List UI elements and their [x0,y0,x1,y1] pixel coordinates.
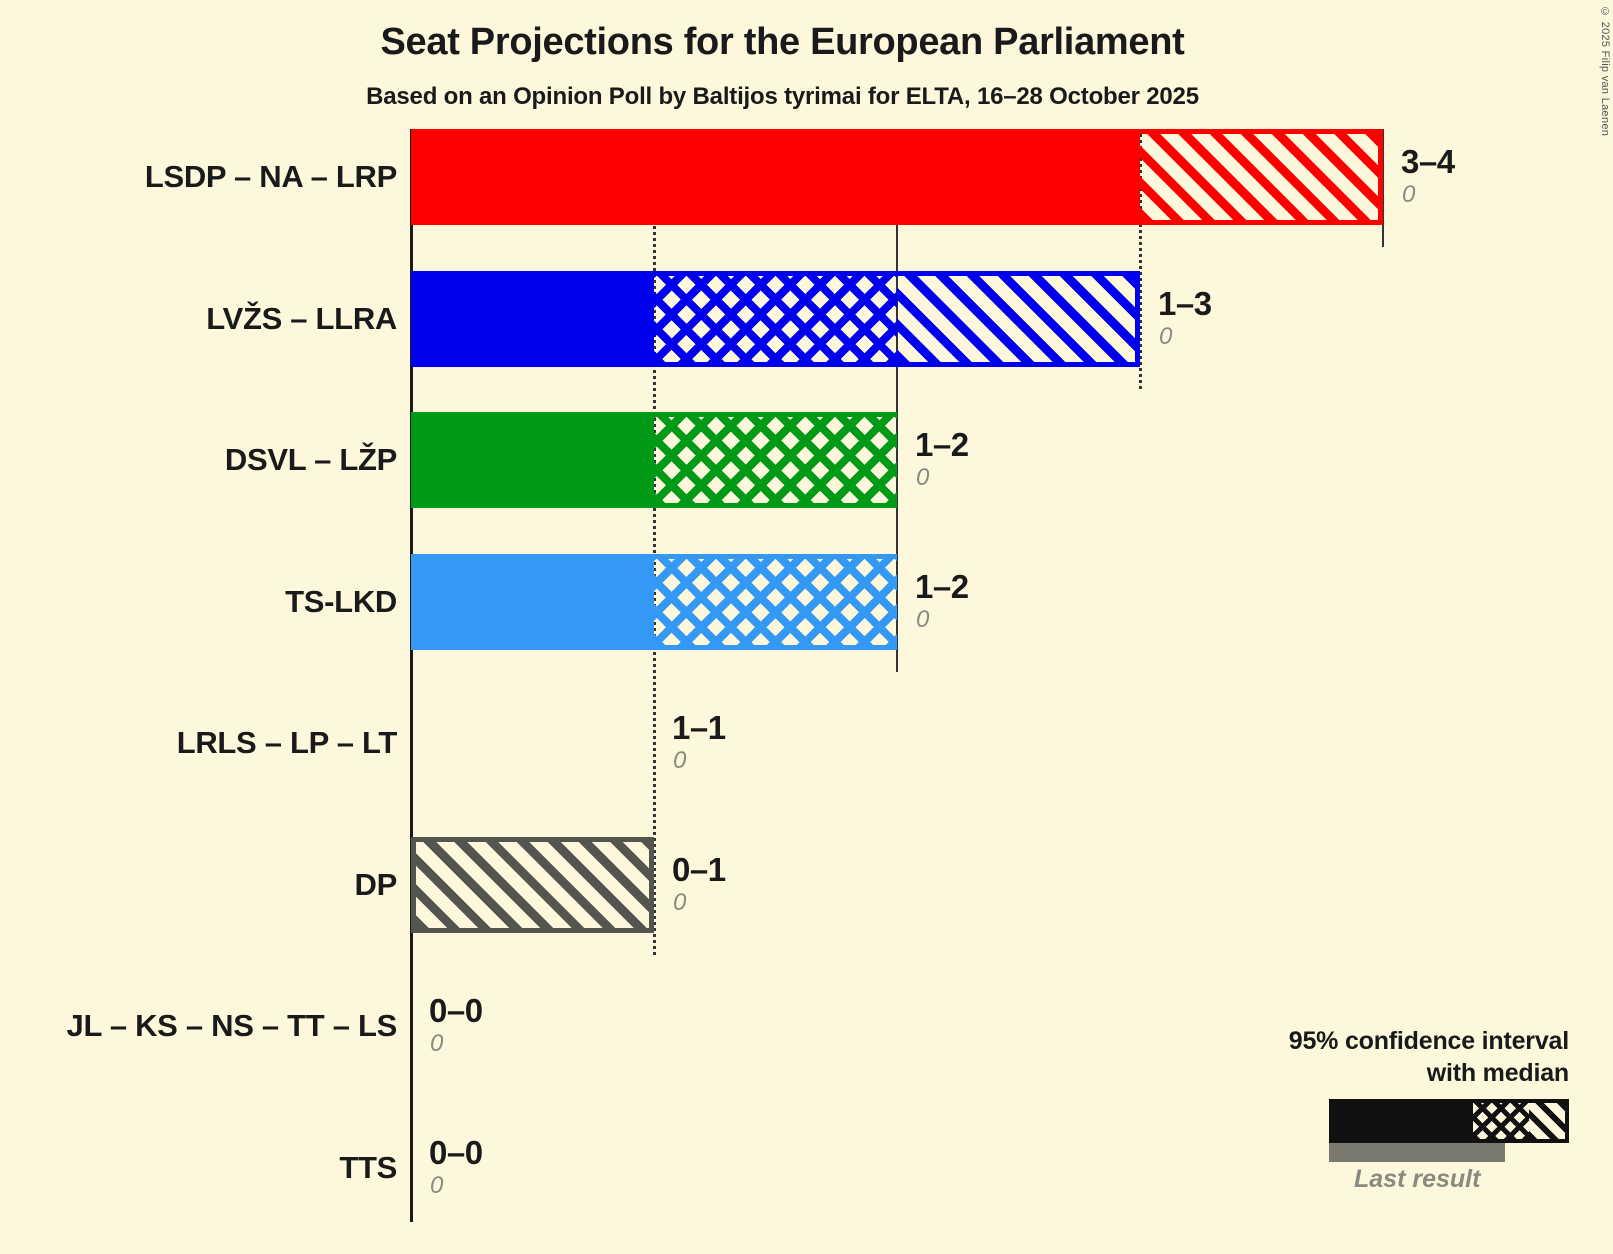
category-label-5: DP [354,866,398,902]
category-label-7: TTS [339,1149,397,1185]
legend-line-2: with median [1426,1059,1569,1087]
last-result-value-2: 0 [916,464,930,491]
page-subtitle: Based on an Opinion Poll by Baltijos tyr… [366,83,1199,110]
value-range-6: 0–0 [429,992,483,1029]
category-label-2: DSVL – LŽP [224,442,397,477]
last-result-value-7: 0 [430,1171,444,1199]
page-title: Seat Projections for the European Parlia… [380,21,1185,63]
bar-segment-median-1 [411,270,654,367]
bar-segment-median-4 [411,695,654,791]
gridline-1 [653,129,656,955]
y-axis-line [410,129,413,1222]
last-result-value-1: 0 [1159,322,1173,350]
bar-segment-crosshatch-1 [654,270,897,367]
bar-1 [411,270,1140,367]
bar-segment-crosshatch-3 [654,553,897,650]
legend-last-result-label: Last result [1353,1165,1481,1193]
last-result-value-4: 0 [673,747,687,774]
legend-last-result-swatch [1329,1143,1506,1162]
bar-segment-median-3 [411,553,654,650]
value-range-7: 0–0 [429,1133,483,1171]
bar-segment-diagonal-1 [897,270,1140,367]
gridline-2 [896,129,898,672]
last-result-value-3: 0 [916,605,930,633]
gridline-3 [1139,129,1142,389]
last-result-value-0: 0 [1402,181,1416,208]
category-label-0: LSDP – NA – LRP [144,159,397,194]
category-label-6: JL – KS – NS – TT – LS [66,1008,398,1043]
value-range-1: 1–3 [1158,284,1212,322]
bar-segment-median-2 [411,412,654,508]
legend-line-1: 95% confidence interval [1288,1027,1569,1055]
bar-4 [411,695,654,791]
bar-segment-median-0 [411,129,1140,225]
copyright-notice: © 2025 Filip van Laenen [1599,6,1611,137]
bar-segment-diagonal-5 [416,841,649,928]
last-result-value-6: 0 [430,1030,444,1057]
bar-segment-crosshatch-2 [654,412,897,508]
bar-segment-diagonal-0 [1140,129,1383,225]
value-range-0: 3–4 [1401,143,1455,180]
bar-2 [411,412,897,508]
legend-swatch-diagonal [1529,1099,1569,1143]
legend-swatch-crosshatch [1473,1099,1530,1143]
bar-0 [411,129,1383,225]
category-label-3: TS-LKD [285,583,397,619]
last-result-value-5: 0 [673,888,687,916]
bar-3 [411,553,897,650]
bar-5 [411,836,654,933]
category-label-4: LRLS – LP – LT [176,725,398,760]
legend-swatch [1329,1099,1569,1143]
gridline-4 [1382,129,1384,247]
value-range-4: 1–1 [672,709,726,746]
value-range-3: 1–2 [915,567,969,605]
value-range-2: 1–2 [915,426,969,463]
category-label-1: LVŽS – LLRA [206,300,397,336]
value-range-5: 0–1 [672,850,726,888]
